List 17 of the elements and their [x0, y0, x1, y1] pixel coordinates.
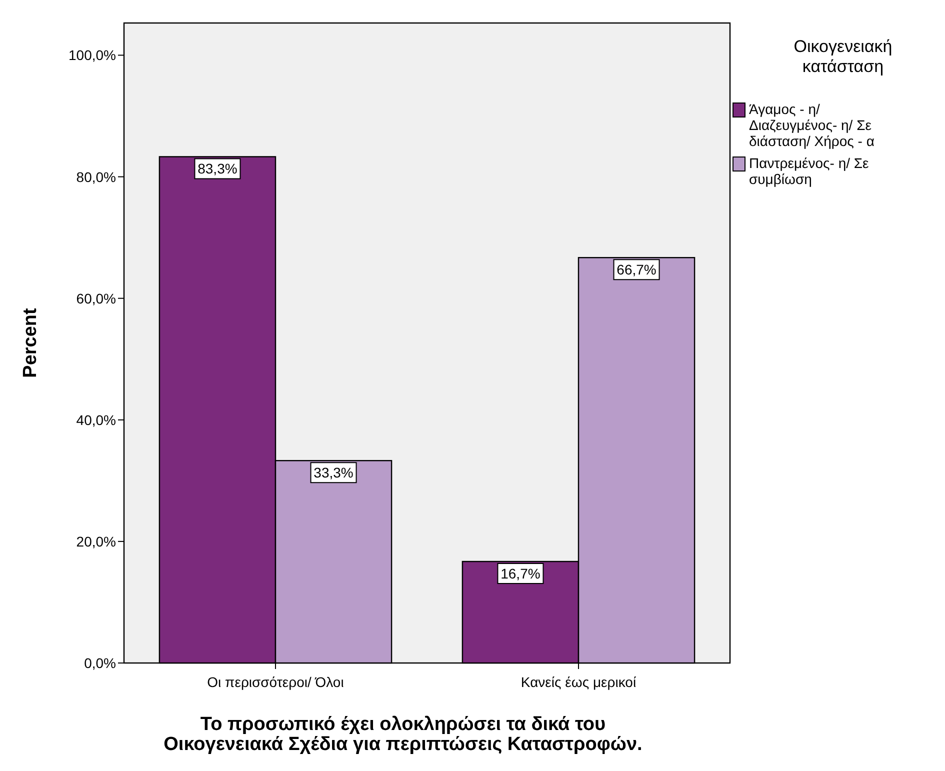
- y-tick-label: 0,0%: [84, 655, 116, 671]
- y-tick-label: 80,0%: [76, 168, 116, 185]
- y-tick-label: 40,0%: [76, 412, 116, 428]
- legend-title: Οικογενειακή κατάσταση: [794, 37, 892, 76]
- legend-label: Παντρεμένος- η/ Σε συμβίωση: [749, 155, 869, 187]
- x-tick-label: Κανείς έως μερικοί: [520, 674, 636, 690]
- data-label: 33,3%: [314, 464, 354, 481]
- x-axis-title: Το προσωπικό έχει ολοκληρώσει τα δικά του Οικογενειακά Σχέδια για περιπτώσεις Καταστροφών.: [164, 714, 642, 755]
- x-tick-label: Οι περισσότεροι/ Όλοι: [207, 674, 344, 690]
- data-label: 83,3%: [198, 160, 238, 177]
- y-tick-label: 20,0%: [76, 533, 116, 550]
- legend-label: Άγαμος - η/ Διαζευγμένος- η/ Σε διάσταση/ Χήρος - α: [749, 101, 874, 149]
- data-label: 66,7%: [616, 262, 656, 278]
- y-tick-label: 60,0%: [76, 290, 116, 306]
- y-tick-label: 100,0%: [68, 47, 116, 64]
- y-axis-title: Percent: [20, 307, 41, 378]
- data-label: 16,7%: [500, 566, 540, 582]
